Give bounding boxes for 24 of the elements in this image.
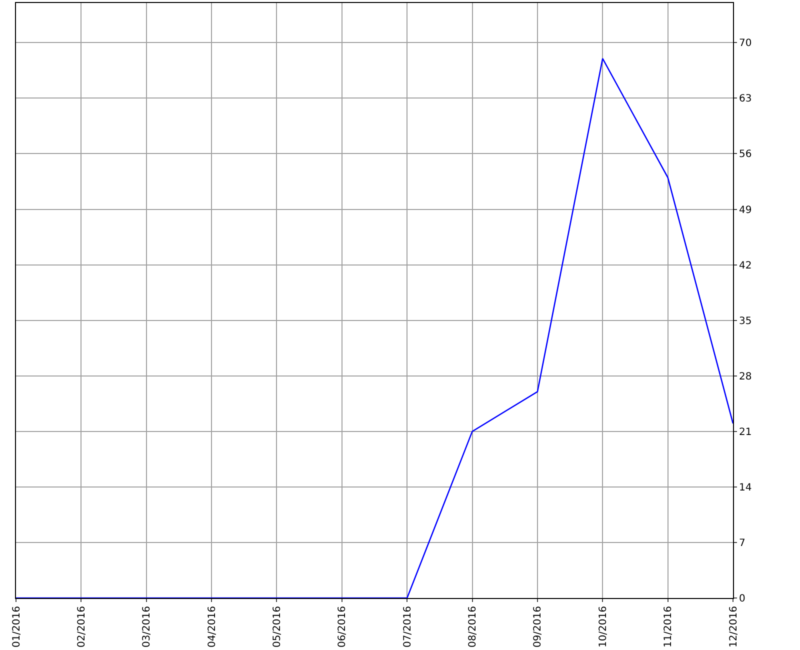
y-tick-label: 35 <box>739 316 752 327</box>
y-tick-label: 42 <box>739 260 752 272</box>
line-series <box>16 58 733 598</box>
y-tick-label: 56 <box>739 149 752 160</box>
x-tick-label: 08/2016 <box>468 606 479 648</box>
x-tick-label: 07/2016 <box>402 606 414 648</box>
x-tick-label: 09/2016 <box>532 606 544 648</box>
x-tick-label: 12/2016 <box>728 606 740 648</box>
y-tick-label: 7 <box>739 538 746 549</box>
y-tick-label: 70 <box>739 38 752 50</box>
y-tick-label: 21 <box>739 426 752 438</box>
x-tick-label: 03/2016 <box>142 606 153 648</box>
x-tick-label: 11/2016 <box>663 606 674 648</box>
x-tick-label: 02/2016 <box>76 606 88 648</box>
x-tick-label: 06/2016 <box>337 606 348 648</box>
y-tick-label: 28 <box>739 371 752 382</box>
y-tick-label: 49 <box>739 204 752 216</box>
x-tick-label: 04/2016 <box>206 606 218 648</box>
x-tick-label: 05/2016 <box>272 606 283 648</box>
y-tick-label: 63 <box>739 94 752 105</box>
y-tick-label: 0 <box>739 594 746 604</box>
x-tick-label: 01/2016 <box>11 606 22 648</box>
y-tick-label: 14 <box>739 482 752 494</box>
x-tick-label: 10/2016 <box>598 606 609 648</box>
